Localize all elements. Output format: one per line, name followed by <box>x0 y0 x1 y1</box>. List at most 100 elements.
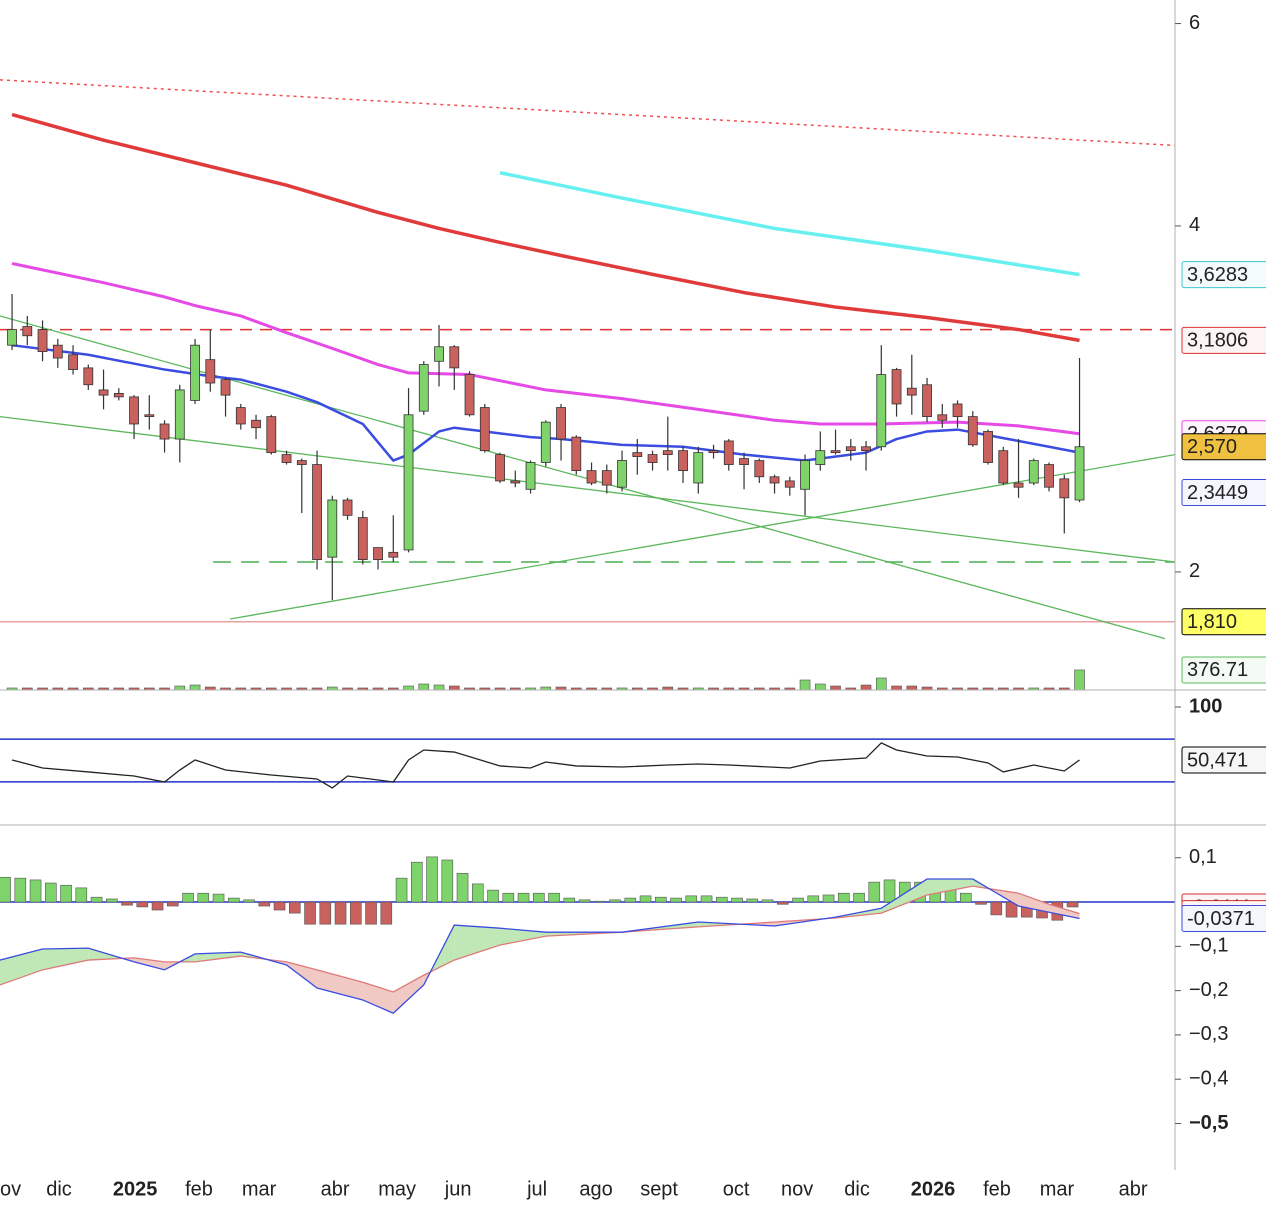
candle-body <box>723 440 734 465</box>
candle-body <box>891 369 902 405</box>
volume-bar <box>189 684 201 690</box>
candle-body <box>266 416 277 454</box>
candle-body <box>571 436 582 472</box>
candle-body <box>983 431 993 463</box>
macd-histogram-bar <box>441 859 454 903</box>
macd-histogram-bar <box>349 901 362 925</box>
candle-body <box>1044 464 1054 488</box>
candle-body <box>205 359 216 384</box>
volume-bar <box>403 685 414 690</box>
overlay-line <box>0 415 1175 563</box>
x-tick-label: mar <box>1040 1178 1075 1200</box>
price-tag-box <box>1181 904 1266 932</box>
macd-histogram-bar <box>822 894 835 903</box>
volume-bar <box>326 686 338 690</box>
macd-histogram-bar <box>410 861 423 903</box>
volume-bar <box>799 679 811 690</box>
macd-histogram-bar <box>548 892 560 903</box>
macd-histogram-bar <box>1066 901 1079 908</box>
candle-body <box>800 460 810 490</box>
macd-fill <box>317 969 363 1000</box>
candle-body <box>830 450 841 454</box>
candle-body <box>403 414 414 551</box>
volume-bar <box>448 685 460 690</box>
macd-histogram-bar <box>0 876 11 903</box>
macd-histogram-bar <box>288 901 301 914</box>
macd-histogram-bar <box>319 901 332 925</box>
macd-histogram-bar <box>197 892 210 903</box>
overlay-line <box>0 315 1166 640</box>
candle-body <box>540 421 551 463</box>
macd-fill <box>500 928 546 946</box>
macd-histogram-bar <box>776 901 789 905</box>
candle-body <box>7 329 17 346</box>
price-tag-label: 376.71 <box>1187 659 1248 681</box>
volume-bar <box>174 685 186 690</box>
macd-histogram-bar <box>151 901 164 911</box>
macd-histogram-bar <box>853 892 865 903</box>
rsi-panel <box>0 738 1175 789</box>
macd-fill <box>393 975 424 1014</box>
macd-fill <box>927 879 973 895</box>
x-tick-label: dic <box>844 1178 870 1200</box>
candle-body <box>464 374 475 416</box>
macd-histogram-bar <box>654 896 667 903</box>
macd-fill <box>42 948 89 970</box>
candle-body <box>68 354 78 370</box>
candle-body <box>52 344 63 359</box>
candle-body <box>647 454 658 463</box>
macd-histogram-bar <box>578 899 591 903</box>
volume-panel <box>6 669 1085 690</box>
candle-body <box>510 480 521 484</box>
candle-body <box>678 450 688 472</box>
price-tag-label: 1,810 <box>1187 611 1237 633</box>
macd-histogram-bar <box>304 901 316 925</box>
candle-body <box>174 389 185 440</box>
candle-body <box>83 367 94 386</box>
macd-histogram-bar <box>334 901 347 925</box>
rsi-line <box>11 742 1080 789</box>
candle-body <box>632 452 643 457</box>
macd-histogram-bar <box>395 877 408 903</box>
candle-body <box>296 460 307 465</box>
macd-histogram-bar <box>883 879 896 903</box>
x-tick-label: oct <box>723 1178 750 1200</box>
macd-histogram-bar <box>166 901 179 907</box>
y-tick-label: −0,4 <box>1189 1067 1228 1089</box>
volume-bar <box>906 685 918 690</box>
macd-histogram-bar <box>502 892 515 903</box>
macd-histogram-bar <box>29 879 42 903</box>
y-tick-label: −0,2 <box>1189 979 1228 1001</box>
x-tick-label: mar <box>242 1178 277 1200</box>
overlay-line <box>230 453 1175 620</box>
macd-histogram-bar <box>365 901 377 925</box>
macd-histogram-bar <box>975 901 987 905</box>
candle-body <box>815 450 826 465</box>
macd-histogram-bar <box>90 896 103 903</box>
y-tick-label: −0,5 <box>1189 1112 1228 1134</box>
candle-body <box>1074 446 1085 501</box>
y-tick-label: −0,3 <box>1189 1023 1228 1045</box>
candle-body <box>693 452 704 484</box>
candle-body <box>1013 482 1024 488</box>
y-tick-label: −0,1 <box>1189 935 1228 957</box>
macd-histogram-bar <box>426 856 438 903</box>
macd-histogram-bar <box>609 899 621 903</box>
y-tick-label: 0,1 <box>1189 846 1217 868</box>
price-tag-box <box>1181 326 1266 354</box>
x-tick-label: sept <box>640 1178 678 1200</box>
macd-histogram-bar <box>517 892 530 903</box>
price-tag-label: 2,570 <box>1187 436 1237 458</box>
candle-body <box>617 460 627 488</box>
y-tick-label: 4 <box>1189 214 1200 236</box>
macd-line <box>0 878 1080 1014</box>
macd-histogram-bar <box>105 898 118 903</box>
candle-body <box>998 450 1009 484</box>
volume-bar <box>540 686 552 690</box>
x-tick-label: feb <box>185 1178 213 1200</box>
volume-bar <box>860 684 872 690</box>
candle-body <box>845 446 856 452</box>
price-tag-box <box>1181 746 1266 774</box>
macd-histogram-bar <box>136 901 149 908</box>
